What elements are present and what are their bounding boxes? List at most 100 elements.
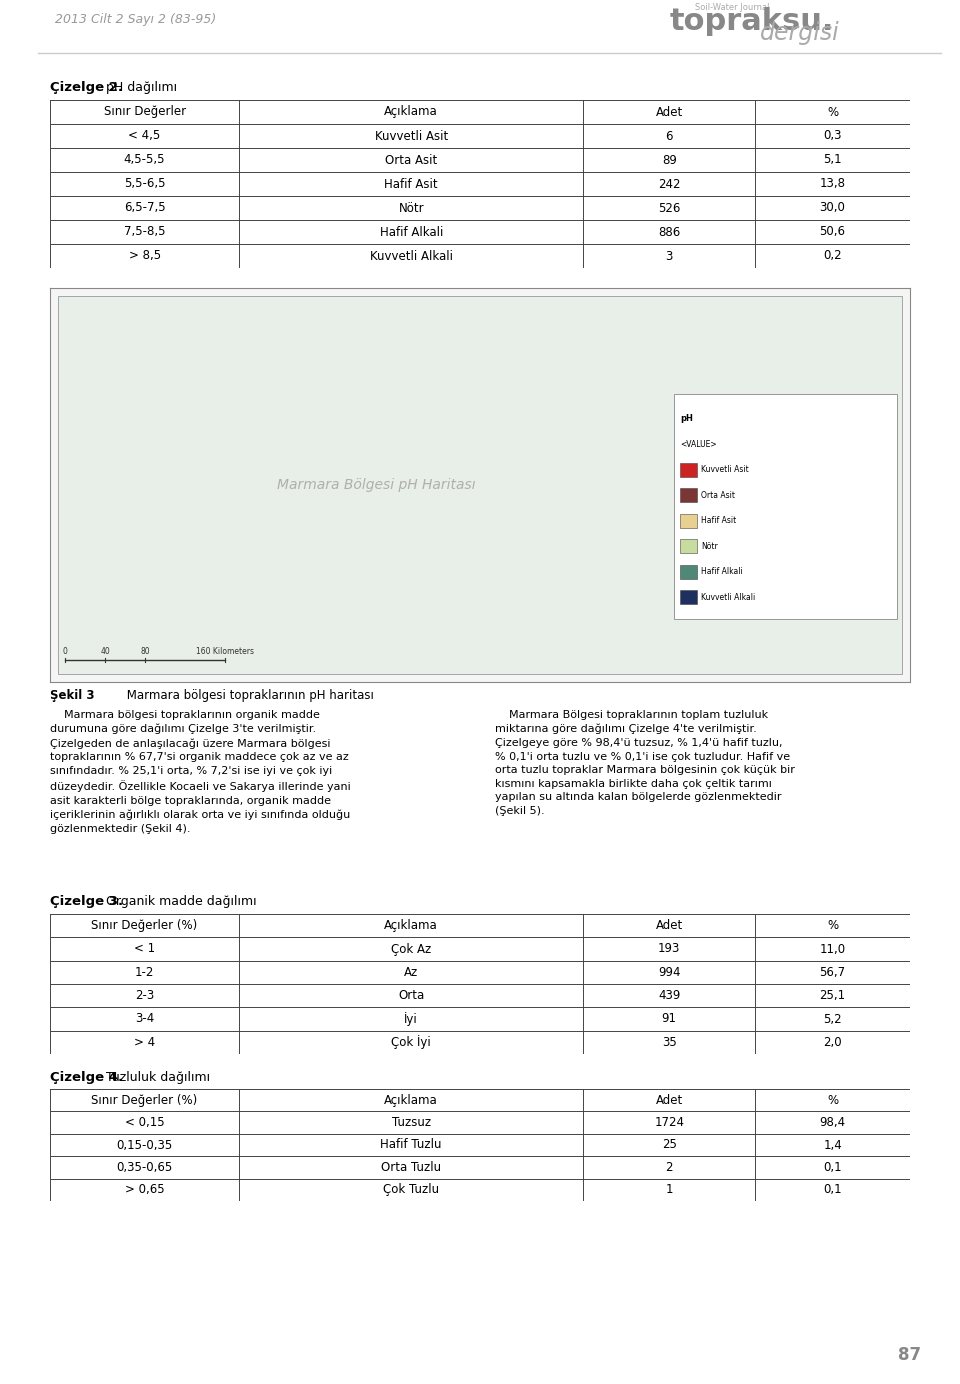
Text: Adet: Adet — [656, 919, 683, 933]
Text: 25,1: 25,1 — [820, 990, 846, 1002]
Text: 2-3: 2-3 — [135, 990, 155, 1002]
Text: 3: 3 — [665, 249, 673, 263]
Text: <VALUE>: <VALUE> — [680, 440, 716, 448]
Text: 11,0: 11,0 — [820, 943, 846, 955]
Text: 439: 439 — [658, 990, 681, 1002]
Text: 13,8: 13,8 — [820, 177, 846, 191]
Bar — [680, 489, 697, 502]
Text: Orta Asit: Orta Asit — [385, 154, 438, 166]
Text: Marmara Bölgesi pH Haritası: Marmara Bölgesi pH Haritası — [277, 477, 476, 491]
Text: %: % — [827, 1093, 838, 1107]
Text: Çizelge 2.: Çizelge 2. — [50, 82, 123, 94]
Text: %: % — [827, 919, 838, 933]
Text: 160 Kilometers: 160 Kilometers — [196, 646, 254, 656]
Bar — [680, 565, 697, 579]
Text: İyi: İyi — [404, 1012, 418, 1026]
Text: Hafif Tuzlu: Hafif Tuzlu — [380, 1139, 442, 1151]
Text: Adet: Adet — [656, 1093, 683, 1107]
Bar — [680, 540, 697, 554]
Text: > 4: > 4 — [134, 1035, 156, 1049]
Text: Açıklama: Açıklama — [384, 919, 438, 933]
Text: 0: 0 — [62, 646, 67, 656]
Text: Kuvvetli Asit: Kuvvetli Asit — [374, 130, 447, 143]
Text: Adet: Adet — [656, 105, 683, 119]
Text: Sınır Değerler (%): Sınır Değerler (%) — [91, 1093, 198, 1107]
Text: 6: 6 — [665, 130, 673, 143]
Text: Orta Asit: Orta Asit — [702, 491, 735, 500]
Text: Nötr: Nötr — [398, 202, 424, 215]
Text: 2,0: 2,0 — [824, 1035, 842, 1049]
Text: topraksu.: topraksu. — [670, 7, 834, 36]
Text: Organik madde dağılımı: Organik madde dağılımı — [103, 895, 257, 908]
Bar — [680, 513, 697, 527]
Text: Hafif Asit: Hafif Asit — [384, 177, 438, 191]
Text: 526: 526 — [658, 202, 681, 215]
Text: Hafif Alkali: Hafif Alkali — [702, 567, 743, 576]
Text: 5,1: 5,1 — [824, 154, 842, 166]
Text: 0,15-0,35: 0,15-0,35 — [116, 1139, 173, 1151]
Text: < 1: < 1 — [134, 943, 156, 955]
Text: Çok Tuzlu: Çok Tuzlu — [383, 1183, 440, 1196]
Text: Kuvvetli Alkali: Kuvvetli Alkali — [370, 249, 453, 263]
Text: 30,0: 30,0 — [820, 202, 846, 215]
Bar — [680, 462, 697, 476]
Text: 6,5-7,5: 6,5-7,5 — [124, 202, 165, 215]
Text: %: % — [827, 105, 838, 119]
Text: dergisi: dergisi — [760, 21, 840, 46]
Text: < 0,15: < 0,15 — [125, 1116, 164, 1129]
Text: 80: 80 — [140, 646, 150, 656]
Text: 193: 193 — [658, 943, 681, 955]
Text: 0,1: 0,1 — [824, 1161, 842, 1174]
Text: 242: 242 — [658, 177, 681, 191]
Text: 91: 91 — [661, 1013, 677, 1026]
Text: Tuzsuz: Tuzsuz — [392, 1116, 431, 1129]
Text: pH: pH — [680, 414, 693, 424]
Text: Çizelge 3.: Çizelge 3. — [50, 895, 123, 908]
Text: Kuvvetli Asit: Kuvvetli Asit — [702, 465, 749, 475]
Text: 0,2: 0,2 — [824, 249, 842, 263]
Text: 25: 25 — [661, 1139, 677, 1151]
Bar — [674, 394, 898, 619]
Text: 35: 35 — [661, 1035, 677, 1049]
Text: 0,1: 0,1 — [824, 1183, 842, 1196]
Text: Soil-Water Journal: Soil-Water Journal — [695, 3, 770, 12]
Text: Hafif Asit: Hafif Asit — [702, 516, 736, 525]
Text: 40: 40 — [100, 646, 109, 656]
Text: 0,35-0,65: 0,35-0,65 — [116, 1161, 173, 1174]
Text: 7,5-8,5: 7,5-8,5 — [124, 226, 165, 238]
Text: Açıklama: Açıklama — [384, 1093, 438, 1107]
Text: pH dağılımı: pH dağılımı — [103, 82, 178, 94]
Text: 89: 89 — [661, 154, 677, 166]
Text: Marmara bölgesi topraklarının pH haritası: Marmara bölgesi topraklarının pH haritas… — [123, 689, 374, 703]
Text: Açıklama: Açıklama — [384, 105, 438, 119]
Text: 1-2: 1-2 — [135, 966, 155, 978]
Text: Tuzluluk dağılımı: Tuzluluk dağılımı — [103, 1070, 210, 1084]
Text: Hafif Alkali: Hafif Alkali — [379, 226, 443, 238]
Text: 3-4: 3-4 — [135, 1013, 155, 1026]
Text: 50,6: 50,6 — [820, 226, 846, 238]
Text: 1: 1 — [665, 1183, 673, 1196]
Text: Çizelge 4.: Çizelge 4. — [50, 1070, 123, 1084]
Text: Nötr: Nötr — [702, 541, 718, 551]
Text: Marmara Bölgesi topraklarının toplam tuzluluk
miktarına göre dağılımı Çizelge 4': Marmara Bölgesi topraklarının toplam tuz… — [495, 710, 795, 817]
Text: > 0,65: > 0,65 — [125, 1183, 164, 1196]
Text: > 8,5: > 8,5 — [129, 249, 160, 263]
Text: 2: 2 — [665, 1161, 673, 1174]
Text: 87: 87 — [899, 1347, 922, 1365]
Text: 886: 886 — [658, 226, 681, 238]
Text: Çok İyi: Çok İyi — [392, 1035, 431, 1049]
Text: 994: 994 — [658, 966, 681, 978]
Text: 4,5-5,5: 4,5-5,5 — [124, 154, 165, 166]
Text: Kuvvetli Alkali: Kuvvetli Alkali — [702, 592, 756, 602]
Text: 56,7: 56,7 — [820, 966, 846, 978]
Text: 1724: 1724 — [654, 1116, 684, 1129]
Text: Orta Tuzlu: Orta Tuzlu — [381, 1161, 442, 1174]
Text: < 4,5: < 4,5 — [129, 130, 160, 143]
Text: Orta: Orta — [398, 990, 424, 1002]
Text: 5,2: 5,2 — [824, 1013, 842, 1026]
Text: 1,4: 1,4 — [824, 1139, 842, 1151]
Text: Çok Az: Çok Az — [391, 943, 431, 955]
Text: Sınır Değerler: Sınır Değerler — [104, 105, 185, 119]
Text: Marmara bölgesi topraklarının organik madde
durumuna göre dağılımı Çizelge 3'te : Marmara bölgesi topraklarının organik ma… — [50, 710, 350, 833]
Text: Az: Az — [404, 966, 419, 978]
